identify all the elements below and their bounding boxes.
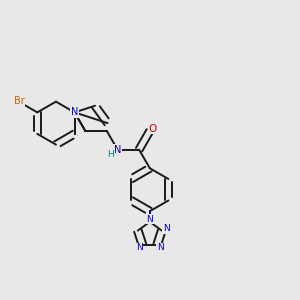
Text: N: N <box>136 243 142 252</box>
Text: N: N <box>157 243 164 252</box>
Text: H: H <box>107 151 113 160</box>
Text: N: N <box>146 215 153 224</box>
Text: N: N <box>163 224 170 233</box>
Text: Br: Br <box>14 96 24 106</box>
Text: O: O <box>149 124 157 134</box>
Text: N: N <box>114 145 121 154</box>
Text: N: N <box>71 107 78 117</box>
